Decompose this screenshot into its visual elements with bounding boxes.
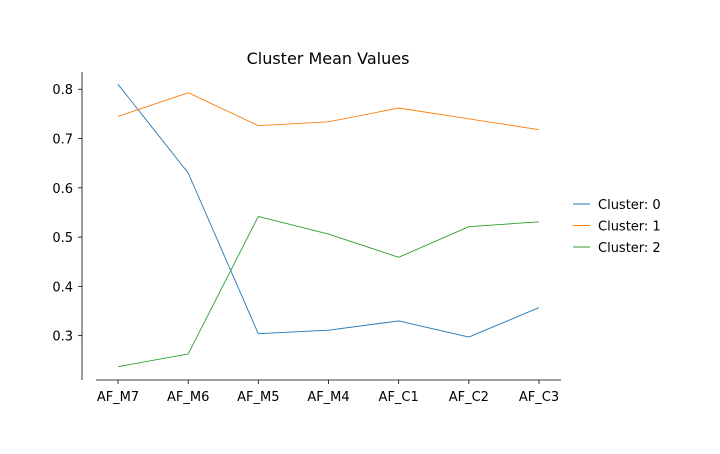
- y-tick-label: 0.8: [52, 83, 73, 98]
- x-tick-label: AF_M5: [237, 390, 279, 405]
- x-tick-label: AF_C1: [379, 390, 419, 405]
- x-tick-label: AF_M7: [97, 390, 139, 405]
- y-tick-label: 0.5: [52, 231, 73, 246]
- y-tick-label: 0.6: [52, 182, 73, 197]
- x-tick-label: AF_C2: [449, 390, 489, 405]
- series-line-cluster-0: [117, 84, 540, 338]
- x-tick-label: AF_C3: [519, 390, 559, 405]
- legend-label: Cluster: 2: [598, 241, 661, 256]
- series-line-cluster-1: [117, 92, 540, 131]
- legend-label: Cluster: 1: [598, 220, 661, 235]
- legend-label: Cluster: 0: [598, 198, 661, 213]
- x-tick-label: AF_M4: [307, 390, 349, 405]
- y-tick-label: 0.3: [52, 330, 73, 345]
- x-axis-ticks: AF_M7 AF_M6 AF_M5 AF_M4 AF_C1 AF_C2 AF_C3: [97, 380, 559, 405]
- x-tick-label: AF_M6: [167, 390, 209, 405]
- y-tick-label: 0.4: [52, 280, 73, 295]
- series-line-cluster-2: [117, 215, 540, 368]
- series-lines: [117, 84, 540, 368]
- legend: Cluster: 0 Cluster: 1 Cluster: 2: [573, 198, 661, 256]
- y-axis-ticks: 0.3 0.4 0.5 0.6 0.7 0.8: [52, 83, 82, 345]
- y-tick-label: 0.7: [52, 133, 73, 148]
- chart-title: Cluster Mean Values: [247, 49, 410, 68]
